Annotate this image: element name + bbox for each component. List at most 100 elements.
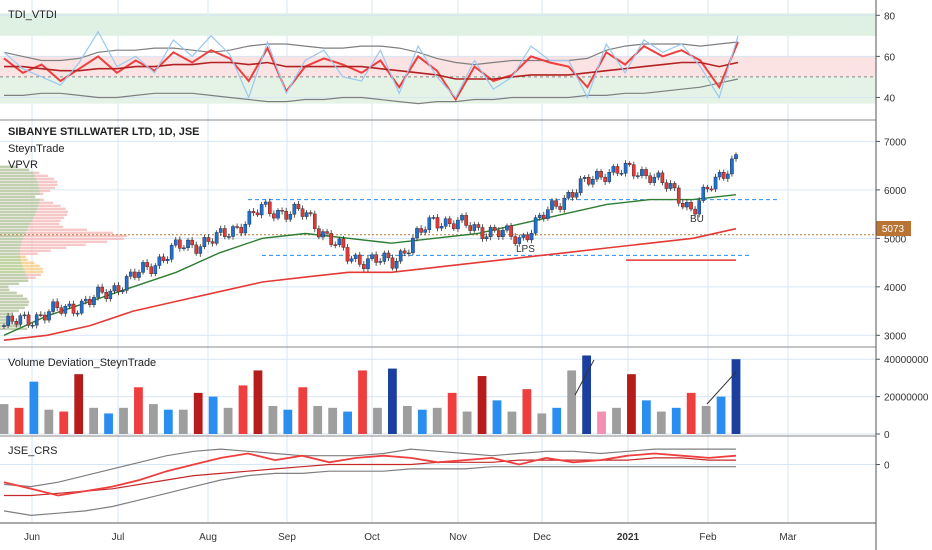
volume-profile-bar [0, 261, 22, 265]
candle-body [133, 271, 137, 278]
x-tick-label: Dec [533, 532, 551, 543]
candle-body [268, 201, 272, 214]
candle-body [537, 214, 542, 218]
volume-bar [119, 407, 128, 434]
volume-bar [59, 411, 69, 434]
volume-profile-bar [0, 318, 6, 322]
volume-profile-bar [0, 228, 28, 232]
volume-bar [388, 368, 397, 434]
candle-body [34, 314, 39, 326]
y-tick-label: 60 [884, 52, 896, 63]
volume-profile-bar [0, 165, 18, 169]
candle-body [47, 311, 51, 321]
volume-bar [0, 404, 9, 434]
candle-body [386, 252, 391, 259]
volume-bar [253, 370, 263, 434]
crs-y-axis: 0 [876, 461, 890, 472]
candle-body [14, 321, 19, 325]
volume-bar [627, 374, 636, 434]
candle-body [186, 239, 190, 249]
candle-body [586, 177, 591, 185]
volume-bar [641, 400, 651, 434]
candle-body [10, 315, 14, 322]
price-panel[interactable]: SIBANYE STILLWATER LTD, 1D, JSE SteynTra… [0, 126, 911, 342]
volume-trend-mark [706, 371, 737, 405]
volume-bar [731, 359, 741, 434]
candle-body [550, 200, 554, 210]
crs-panel[interactable]: JSE_CRS 0 [0, 445, 890, 517]
volume-panel[interactable]: Volume Deviation_SteynTrade 0 20000000 400… [0, 355, 929, 441]
candle-body [304, 212, 309, 217]
candle-body [533, 217, 538, 234]
volume-bar [507, 411, 517, 434]
candle-body [492, 227, 497, 231]
candle-body [149, 266, 154, 274]
candle-body [394, 261, 399, 269]
legend-vpvr: VPVR [8, 159, 38, 171]
candle-body [317, 228, 321, 238]
label-lps: LPS [516, 244, 535, 255]
candle-body [280, 210, 284, 212]
candle-body [472, 224, 477, 231]
volume-profile-bar [0, 207, 38, 211]
volume-profile-bar [0, 279, 29, 283]
y-tick-label: 7000 [884, 137, 907, 148]
candle-body [263, 201, 268, 205]
candle-body [325, 231, 329, 234]
price-lines [0, 194, 876, 341]
volume-profile-bar [0, 180, 38, 184]
volume-profile-bar [0, 195, 36, 199]
volume-profile-bar [0, 198, 40, 202]
candle-body [717, 171, 722, 178]
candle-body [652, 176, 657, 183]
crs-relative-strength [3, 452, 737, 497]
candle-body [178, 239, 182, 249]
time-axis[interactable]: Jun Jul Aug Sep Oct Nov Dec 2021 Feb Mar [24, 532, 797, 543]
volume-profile-bar [0, 309, 19, 313]
candle-body [726, 173, 730, 179]
label-bu: BU [690, 214, 704, 225]
volume-bar [656, 411, 666, 434]
candle-body [337, 238, 342, 246]
candle-body [349, 258, 354, 262]
candle-body [83, 298, 88, 302]
candle-body [398, 250, 403, 262]
candle-body [26, 314, 31, 326]
candle-body [100, 286, 104, 293]
x-tick-label: Jul [112, 532, 125, 543]
panel-separators [0, 0, 877, 550]
candle-body [235, 226, 239, 228]
volume-bar [223, 407, 233, 434]
volume-bar [313, 405, 323, 434]
candle-body [79, 300, 84, 314]
tdi-lower-band [4, 78, 739, 105]
candle-body [153, 265, 158, 274]
candle-body [55, 301, 59, 308]
volume-bar [671, 407, 681, 434]
candle-body [145, 262, 149, 267]
volume-profile-bar [0, 270, 25, 274]
candle-body [345, 247, 350, 262]
candle-body [734, 154, 738, 160]
y-tick-label: 80 [884, 11, 896, 22]
candle-body [578, 178, 583, 193]
candle-body [681, 203, 685, 208]
volume-bar [716, 396, 726, 434]
volume-bar [462, 411, 472, 434]
tdi-y-axis: 40 60 80 [876, 11, 896, 104]
tdi-band [0, 13, 876, 36]
volume-profile-bar [0, 234, 127, 238]
tdi-panel[interactable]: TDI_VTDI 40 60 80 [0, 9, 896, 104]
candle-body [501, 229, 505, 238]
candle-body [689, 202, 693, 210]
candle-body [71, 303, 76, 314]
candle-body [480, 227, 485, 240]
volume-profile-bar [0, 327, 28, 331]
volume-bar [432, 407, 442, 434]
volume-profile-bar [0, 228, 88, 232]
volume-bar [89, 407, 99, 434]
candle-body [402, 250, 407, 254]
candle-body [611, 166, 616, 173]
volume-profile-bar [0, 255, 21, 259]
candle-body [43, 314, 47, 321]
